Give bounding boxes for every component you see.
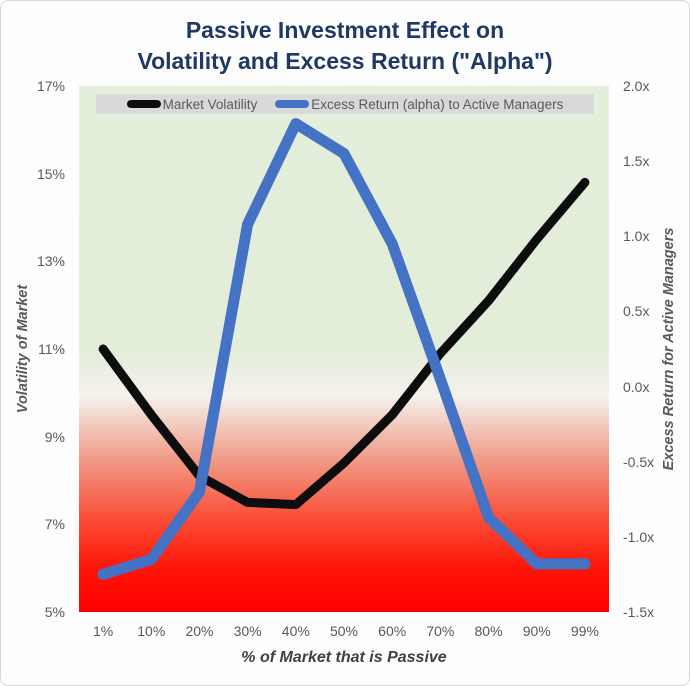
left-axis-title: Volatility of Market xyxy=(15,284,31,414)
right-axis-tick-label: -0.5x xyxy=(623,453,655,470)
excess-return-line xyxy=(97,118,591,580)
left-axis-tick-label: 7% xyxy=(44,516,65,533)
left-axis-tick-label: 11% xyxy=(38,341,65,357)
legend-label: Excess Return (alpha) to Active Managers xyxy=(311,96,564,112)
right-axis-tick-label: -1.5x xyxy=(623,604,655,620)
legend-item-volatility: Market Volatility xyxy=(126,96,258,112)
legend-item-alpha: Excess Return (alpha) to Active Managers xyxy=(275,97,563,112)
x-axis-tick-label: 70% xyxy=(426,623,455,639)
x-axis-tick-label: 99% xyxy=(570,623,599,639)
right-axis-tick-label: -1.0x xyxy=(623,528,655,545)
right-axis-tick-label: 1.0x xyxy=(623,228,650,245)
left-axis-tick-label: 17% xyxy=(36,78,65,94)
x-axis-tick-label: 40% xyxy=(281,623,310,639)
legend-line-swatch xyxy=(126,100,161,108)
legend-label: Market Volatility xyxy=(162,96,258,112)
x-axis-tick-label: 50% xyxy=(329,623,359,639)
x-axis-tick-label: 60% xyxy=(378,623,407,639)
left-axis-tick-label: 15% xyxy=(36,165,65,182)
left-axis-tick-label: 9% xyxy=(44,428,65,445)
left-axis-tick-label: 5% xyxy=(44,604,65,620)
right-axis-tick-label: 0.0x xyxy=(623,378,650,395)
x-axis-tick-label: 80% xyxy=(474,623,503,639)
legend-line-swatch xyxy=(275,100,310,108)
chart-title: Passive Investment Effect on Volatility … xyxy=(1,15,689,77)
plot-area-background xyxy=(79,86,609,612)
x-axis-tick-label: 10% xyxy=(137,623,166,639)
left-axis-tick-label: 13% xyxy=(36,253,65,270)
chart-title-line1: Passive Investment Effect on xyxy=(185,17,505,43)
chart-legend: Market Volatility Excess Return (alpha) t… xyxy=(96,94,594,114)
right-axis-tick-label: 2.0x xyxy=(623,78,650,94)
series-plot xyxy=(97,118,591,580)
right-axis-tick-label: 1.5x xyxy=(623,153,650,170)
right-axis-title: Excess Return for Active Managers xyxy=(661,227,677,471)
chart-title-line2: Volatility and Excess Return ("Alpha") xyxy=(137,48,553,74)
market-volatility-line xyxy=(98,177,590,510)
x-axis-tick-label: 20% xyxy=(185,623,214,639)
x-axis-tick-label: 90% xyxy=(522,623,551,639)
x-axis-tick-label: 1% xyxy=(92,623,114,639)
x-axis-title: % of Market that is Passive xyxy=(241,649,447,666)
x-axis-tick-label: 30% xyxy=(233,623,262,639)
right-axis-tick-label: 0.5x xyxy=(623,303,650,320)
